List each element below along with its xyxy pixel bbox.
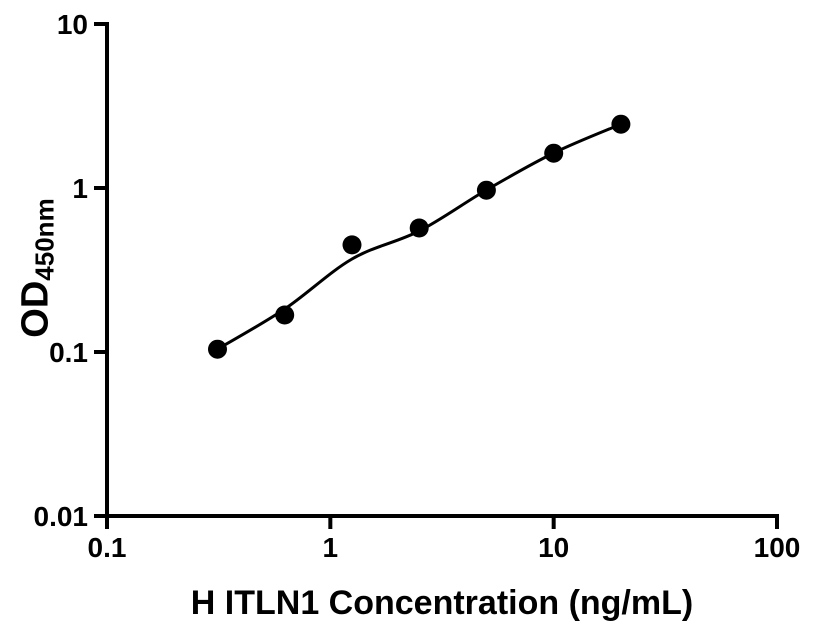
data-point (208, 339, 227, 359)
x-tick-label: 10 (538, 532, 569, 563)
y-axis-title-subscript: 450nm (29, 198, 60, 281)
y-tick-label: 10 (57, 9, 88, 40)
y-tick-label: 1 (72, 173, 88, 204)
x-tick-label: 100 (754, 532, 801, 563)
x-axis-title: H ITLN1 Concentration (ng/mL) (190, 584, 694, 622)
data-point (611, 114, 631, 134)
x-tick-label: 1 (323, 532, 339, 563)
data-point (544, 143, 564, 163)
y-axis-title: OD450nm (14, 198, 60, 338)
y-axis-title-main: OD (14, 280, 57, 338)
data-point (409, 218, 429, 238)
y-tick-label: 0.01 (34, 501, 89, 532)
data-point (342, 235, 362, 255)
data-point (476, 180, 496, 200)
data-point (275, 305, 295, 325)
y-tick-label: 0.1 (49, 337, 88, 368)
x-tick-label: 0.1 (88, 532, 127, 563)
